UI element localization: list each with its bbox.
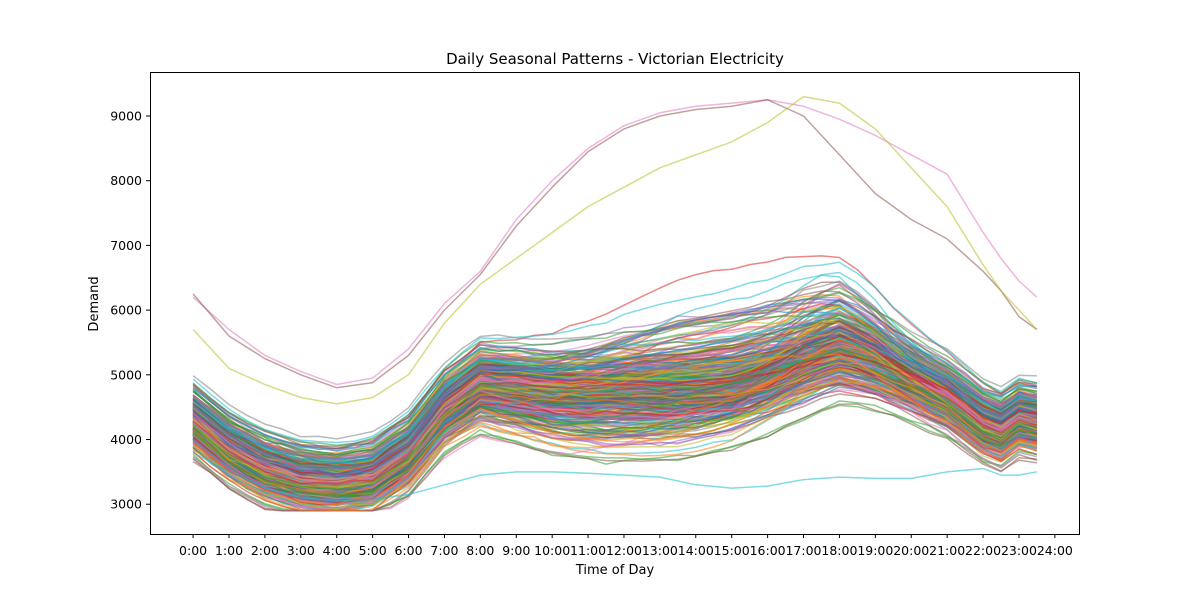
y-tick-label: 9000 xyxy=(110,109,142,124)
x-tick-label: 0:00 xyxy=(179,543,207,558)
x-tick-label: 8:00 xyxy=(466,543,494,558)
y-tick-label: 7000 xyxy=(110,238,142,253)
x-tick-label: 24:00 xyxy=(1037,543,1073,558)
series-line-355 xyxy=(192,300,1037,450)
y-tick-label: 6000 xyxy=(110,303,142,318)
x-tick-label: 12:00 xyxy=(606,543,642,558)
series-line-339 xyxy=(192,312,1038,480)
series-line-extreme-3 xyxy=(192,451,1038,502)
series-line-341 xyxy=(192,356,1038,512)
series-line-262 xyxy=(192,291,1038,447)
x-axis-label: Time of Day xyxy=(575,563,655,578)
series-layer xyxy=(192,95,1038,512)
y-tick-label: 8000 xyxy=(110,173,142,188)
x-tick-label: 15:00 xyxy=(714,543,750,558)
x-tick-label: 13:00 xyxy=(642,543,678,558)
chart-title: Daily Seasonal Patterns - Victorian Elec… xyxy=(446,50,784,68)
series-line-349 xyxy=(192,307,1038,452)
series-line-364 xyxy=(192,296,1038,476)
series-line-352 xyxy=(192,335,1038,497)
plot-frame xyxy=(150,72,1080,535)
y-axis-label: Demand xyxy=(87,276,102,331)
series-line-363 xyxy=(192,335,1038,485)
series-line-284 xyxy=(192,298,1038,467)
series-line-357 xyxy=(192,369,1038,492)
x-tick-label: 6:00 xyxy=(394,543,422,558)
y-tick-label: 3000 xyxy=(110,497,142,512)
x-tick-label: 23:00 xyxy=(1001,543,1037,558)
series-line-extreme-0 xyxy=(192,99,1038,386)
y-axis: 3000 4000 5000 6000 7000 8000 9000 xyxy=(110,109,150,512)
series-line-305 xyxy=(192,326,1038,482)
x-tick-label: 2:00 xyxy=(251,543,279,558)
y-tick-label: 4000 xyxy=(110,432,142,447)
y-tick-label: 5000 xyxy=(110,367,142,382)
x-tick-label: 3:00 xyxy=(287,543,315,558)
series-line-362 xyxy=(192,348,1038,490)
x-tick-label: 20:00 xyxy=(893,543,929,558)
x-tick-label: 17:00 xyxy=(785,543,821,558)
x-tick-label: 9:00 xyxy=(502,543,530,558)
series-line-360 xyxy=(192,329,1038,476)
x-tick-label: 1:00 xyxy=(215,543,243,558)
x-tick-label: 16:00 xyxy=(750,543,786,558)
series-line-extreme-1 xyxy=(192,99,1038,389)
x-tick-label: 19:00 xyxy=(857,543,893,558)
series-line-extreme-2 xyxy=(192,95,1038,405)
x-tick-label: 18:00 xyxy=(821,543,857,558)
x-tick-label: 14:00 xyxy=(678,543,714,558)
series-line-147 xyxy=(192,292,1037,440)
x-axis: 0:00 1:00 2:00 3:00 4:00 5:00 6:00 7:00 8:00 9:00… xyxy=(179,534,1073,558)
series-line-354 xyxy=(192,335,1038,470)
series-line-350 xyxy=(192,298,1038,478)
x-tick-label: 11:00 xyxy=(570,543,606,558)
series-line-347 xyxy=(192,346,1038,486)
x-tick-label: 7:00 xyxy=(430,543,458,558)
x-tick-label: 22:00 xyxy=(965,543,1001,558)
x-tick-label: 10:00 xyxy=(534,543,570,558)
x-tick-label: 4:00 xyxy=(323,543,351,558)
x-tick-label: 5:00 xyxy=(359,543,387,558)
series-line-332 xyxy=(192,358,1038,496)
series-line-229 xyxy=(192,261,1038,444)
x-tick-label: 21:00 xyxy=(929,543,965,558)
